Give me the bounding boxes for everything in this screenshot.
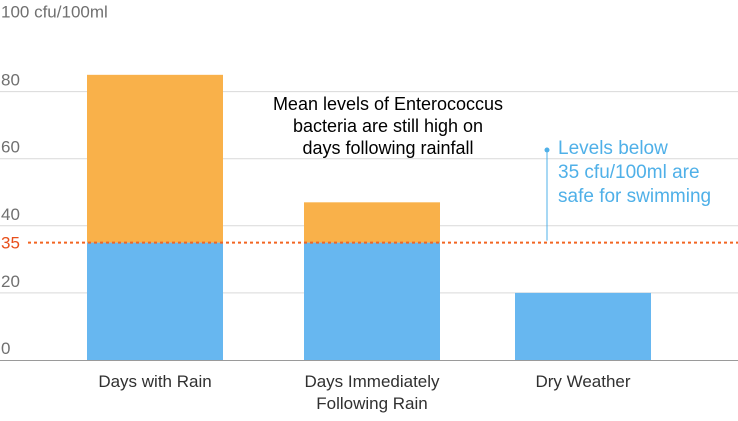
chart-title: days following rainfall [302,138,473,158]
x-category-label: Days Immediately [304,372,440,391]
x-category-label: Dry Weather [535,372,630,391]
y-unit-label: 100 cfu/100ml [1,3,108,22]
text-annotations: Days with Rain Days Immediately Following … [98,94,711,413]
annotation-text: 35 cfu/100ml are [558,162,700,183]
x-category-label: Following Rain [316,394,428,413]
axes: 0 20 40 60 80 100 cfu/100ml [0,3,738,361]
bars [87,74,651,360]
y-tick-label: 80 [1,71,20,90]
annotation-text: safe for swimming [558,186,711,207]
bar-below-threshold [304,242,440,360]
bar-below-threshold [515,292,651,360]
bar-above-threshold [87,74,223,243]
annotation-text: Levels below [558,138,668,159]
annotation-pointer-dot [544,147,550,153]
y-tick-label: 0 [1,339,10,358]
bar-below-threshold [87,242,223,360]
chart-title: bacteria are still high on [293,116,483,136]
chart-title: Mean levels of Enterococcus [273,94,503,114]
threshold: 35 [1,234,738,253]
threshold-label: 35 [1,234,20,253]
y-tick-label: 60 [1,138,20,157]
bar-above-threshold [304,202,440,243]
y-tick-label: 40 [1,205,20,224]
y-tick-label: 20 [1,272,20,291]
x-category-label: Days with Rain [98,372,211,391]
